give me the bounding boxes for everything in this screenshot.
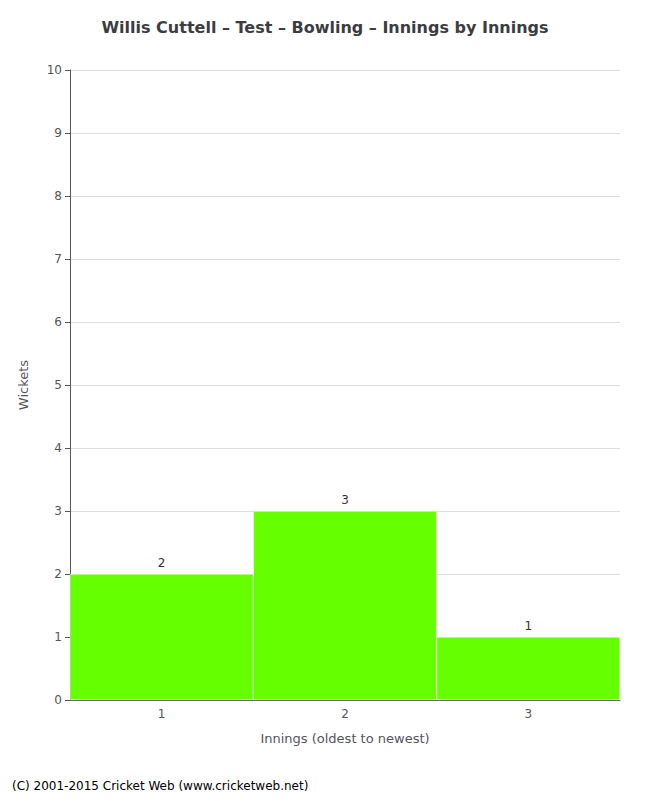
svg-text:Willis Cuttell – Test – Bowlin: Willis Cuttell – Test – Bowling – Inning… — [101, 18, 548, 37]
svg-text:1: 1 — [54, 630, 62, 644]
svg-text:4: 4 — [54, 441, 62, 455]
svg-text:Innings (oldest to newest): Innings (oldest to newest) — [260, 731, 429, 746]
svg-text:1: 1 — [158, 707, 166, 721]
svg-text:9: 9 — [54, 126, 62, 140]
svg-text:3: 3 — [341, 493, 349, 507]
svg-text:2: 2 — [158, 556, 166, 570]
svg-text:Wickets: Wickets — [16, 360, 31, 410]
svg-text:7: 7 — [54, 252, 62, 266]
svg-text:6: 6 — [54, 315, 62, 329]
svg-text:(C) 2001-2015 Cricket Web (www: (C) 2001-2015 Cricket Web (www.cricketwe… — [12, 779, 308, 793]
svg-text:8: 8 — [54, 189, 62, 203]
svg-text:0: 0 — [54, 693, 62, 707]
svg-text:2: 2 — [54, 567, 62, 581]
svg-text:3: 3 — [54, 504, 62, 518]
svg-text:1: 1 — [525, 619, 533, 633]
svg-text:2: 2 — [341, 707, 349, 721]
svg-text:3: 3 — [525, 707, 533, 721]
svg-text:10: 10 — [47, 63, 62, 77]
svg-text:5: 5 — [54, 378, 62, 392]
